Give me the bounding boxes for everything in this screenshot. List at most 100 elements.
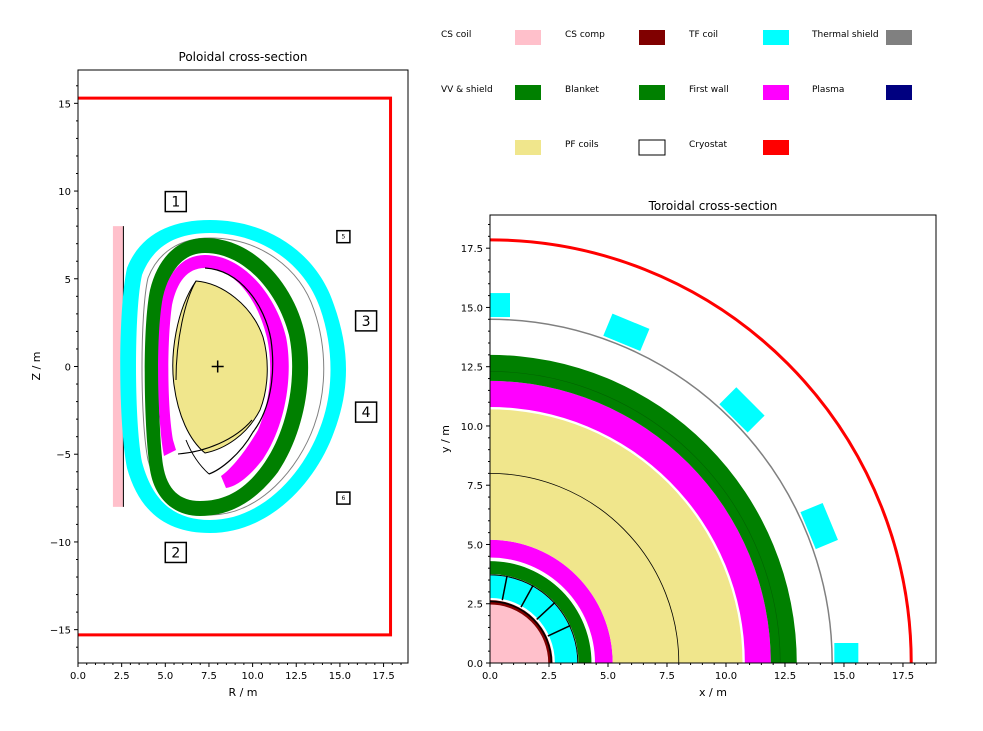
legend-swatch — [886, 85, 912, 100]
x-tick-label: 17.5 — [892, 671, 914, 682]
poloidal-y-ticks: −15 −10 −5 0 5 10 15 — [50, 85, 78, 648]
legend-label: Cryostat — [689, 140, 728, 150]
y-tick-label: 5.0 — [467, 540, 483, 551]
x-tick-label: 7.5 — [659, 671, 675, 682]
poloidal-title: Poloidal cross-section — [179, 50, 308, 64]
tf-inboard — [490, 575, 578, 663]
blanket-vv-outboard — [490, 354, 797, 663]
cs-comp-line — [490, 600, 553, 663]
y-tick-label: 0 — [65, 363, 71, 374]
legend-swatch — [515, 140, 541, 155]
legend-label: Thermal shield — [811, 30, 879, 40]
legend: CS coil CS comp TF coil Thermal shield VV & … — [441, 30, 912, 156]
legend-swatch — [886, 30, 912, 45]
cs-coil — [112, 226, 124, 507]
toroidal-axes-frame — [489, 214, 937, 664]
tf-coil — [120, 220, 346, 533]
pf-coil-box — [354, 401, 378, 423]
x-tick-label: 10.0 — [715, 671, 737, 682]
tf-coil-outboard — [719, 387, 765, 433]
poloidal-content: 1 2 3 4 5 6 — [78, 96, 393, 637]
y-tick-label: 12.5 — [461, 363, 483, 374]
pf-coil-label: 4 — [362, 405, 371, 421]
x-tick-label: 17.5 — [372, 671, 394, 682]
thermal-shield-arc — [490, 318, 833, 663]
tf-coil-outboard — [490, 293, 510, 318]
last-closed-surface — [204, 267, 274, 475]
legend-swatch — [515, 30, 541, 45]
firstwall-outboard — [490, 380, 771, 663]
toroidal-y-ticks: 0.0 2.5 5.0 7.5 10.0 12.5 15.0 17.5 — [461, 223, 490, 670]
pf-coil-box — [164, 541, 188, 564]
poloidal-plot: Poloidal cross-section — [30, 50, 409, 699]
first-wall — [158, 255, 289, 488]
legend-label: CS comp — [565, 30, 605, 40]
pf-coil-label: 2 — [171, 545, 180, 561]
legend-label: PF coils — [565, 140, 599, 150]
legend-swatch — [639, 85, 665, 100]
tf-coil-outboard — [800, 502, 838, 550]
y-tick-label: −10 — [50, 538, 71, 549]
cs-coil — [490, 601, 552, 663]
legend-label: CS coil — [441, 30, 471, 40]
pf-coil-labels: 1 2 3 4 5 6 — [164, 190, 378, 564]
x-tick-label: 12.5 — [774, 671, 796, 682]
y-tick-label: −5 — [56, 450, 71, 461]
x-tick-label: 2.5 — [114, 671, 130, 682]
x-tick-label: 0.0 — [70, 671, 86, 682]
y-tick-label: 17.5 — [461, 244, 483, 255]
legend-swatch — [763, 140, 789, 155]
toroidal-plot: Toroidal cross-section 0.0 2.5 5.0 7.5 10.0 1… — [439, 199, 937, 699]
poloidal-x-ticks: 0.0 2.5 5.0 7.5 10.0 12.5 15.0 17.5 — [70, 663, 402, 682]
cryostat-arc — [490, 238, 913, 663]
pf-coil-box — [164, 190, 188, 213]
y-tick-label: 7.5 — [467, 481, 483, 492]
legend-swatch — [639, 30, 665, 45]
separatrix-leg — [185, 439, 210, 475]
vv-shield — [144, 238, 309, 516]
legend-label: Blanket — [565, 85, 599, 95]
legend-swatch — [515, 85, 541, 100]
poloidal-xlabel: R / m — [228, 686, 257, 699]
magnetic-axis-arc — [490, 472, 680, 663]
legend-label: TF coil — [688, 30, 718, 40]
y-tick-label: 10 — [58, 187, 71, 198]
pf-coil-box — [354, 310, 378, 332]
cryostat-outline — [78, 96, 393, 637]
tf-coil-outboard — [834, 643, 859, 663]
toroidal-title: Toroidal cross-section — [648, 199, 778, 213]
y-tick-label: −15 — [50, 626, 71, 637]
poloidal-ylabel: Z / m — [30, 352, 43, 381]
legend-swatch — [763, 85, 789, 100]
tf-inboard-divider — [501, 575, 508, 601]
x-tick-label: 5.0 — [600, 671, 616, 682]
x-tick-label: 12.5 — [285, 671, 307, 682]
toroidal-xlabel: x / m — [699, 686, 727, 699]
toroidal-x-ticks: 0.0 2.5 5.0 7.5 10.0 12.5 15.0 17.5 — [482, 663, 928, 682]
separatrix-outline — [175, 280, 197, 381]
x-tick-label: 10.0 — [241, 671, 263, 682]
pf-coil-box — [336, 491, 351, 505]
y-tick-label: 15.0 — [461, 303, 483, 314]
tf-inboard-divider — [547, 624, 571, 637]
y-tick-label: 15 — [58, 99, 71, 110]
separatrix-inner — [177, 419, 253, 455]
vv-inboard — [490, 561, 592, 663]
legend-swatch — [638, 139, 666, 156]
x-tick-label: 7.5 — [201, 671, 217, 682]
firstwall-inboard — [490, 539, 613, 663]
legend-label: First wall — [689, 85, 729, 95]
tf-inboard-edge — [490, 574, 579, 663]
legend-label: VV & shield — [441, 85, 493, 95]
y-tick-label: 5 — [65, 275, 71, 286]
pf-coil-label: 5 — [341, 234, 345, 241]
blanket-vv-boundary — [490, 371, 781, 663]
pf-coil-label: 3 — [362, 314, 371, 330]
pf-coil-label: 1 — [171, 195, 180, 211]
tf-inboard-divider — [536, 601, 556, 621]
y-tick-label: 2.5 — [467, 600, 483, 611]
pf-coil-box — [336, 229, 351, 244]
x-tick-label: 2.5 — [541, 671, 557, 682]
pf-coil-label: 6 — [341, 495, 345, 502]
